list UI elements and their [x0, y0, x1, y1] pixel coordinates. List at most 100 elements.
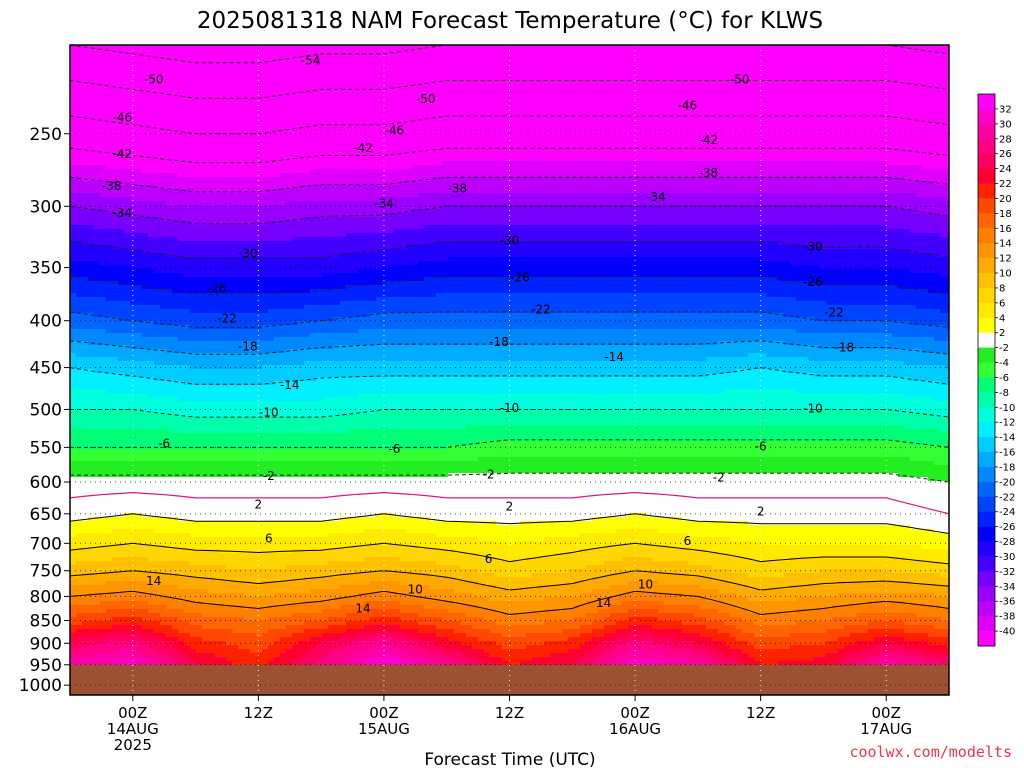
temperature-cell: [124, 77, 131, 82]
temperature-cell: [178, 589, 185, 594]
temperature-cell: [178, 577, 185, 582]
temperature-cell: [100, 85, 107, 90]
temperature-cell: [172, 633, 179, 638]
temperature-cell: [136, 513, 143, 518]
temperature-cell: [166, 385, 173, 390]
temperature-cell: [118, 109, 125, 114]
temperature-cell: [172, 45, 179, 50]
temperature-cell: [190, 129, 197, 134]
temperature-cell: [172, 225, 179, 230]
temperature-cell: [208, 269, 215, 274]
temperature-cell: [124, 441, 131, 446]
temperature-cell: [208, 65, 215, 70]
temperature-cell: [184, 193, 191, 198]
temperature-cell: [94, 109, 101, 114]
temperature-cell: [226, 277, 233, 282]
temperature-cell: [220, 377, 227, 382]
temperature-cell: [232, 501, 239, 506]
temperature-cell: [136, 409, 143, 414]
temperature-cell: [142, 85, 149, 90]
temperature-cell: [106, 569, 113, 574]
temperature-cell: [160, 285, 167, 290]
temperature-cell: [142, 481, 149, 486]
temperature-cell: [160, 65, 167, 70]
temperature-cell: [244, 177, 251, 182]
temperature-cell: [202, 77, 209, 82]
temperature-cell: [250, 321, 257, 326]
temperature-cell: [172, 245, 179, 250]
temperature-cell: [238, 433, 245, 438]
temperature-cell: [76, 621, 83, 626]
temperature-cell: [100, 493, 107, 498]
temperature-cell: [106, 601, 113, 606]
temperature-cell: [250, 57, 257, 62]
temperature-cell: [70, 57, 77, 62]
temperature-cell: [238, 129, 245, 134]
temperature-cell: [154, 657, 161, 662]
temperature-cell: [130, 113, 137, 118]
temperature-cell: [82, 185, 89, 190]
temperature-cell: [184, 229, 191, 234]
temperature-cell: [214, 497, 221, 502]
temperature-cell: [214, 117, 221, 122]
temperature-cell: [220, 605, 227, 610]
temperature-cell: [124, 561, 131, 566]
temperature-cell: [172, 149, 179, 154]
temperature-cell: [112, 369, 119, 374]
temperature-cell: [88, 349, 95, 354]
temperature-cell: [112, 205, 119, 210]
temperature-cell: [166, 273, 173, 278]
temperature-cell: [118, 277, 125, 282]
temperature-cell: [106, 537, 113, 542]
temperature-cell: [232, 317, 239, 322]
temperature-cell: [130, 437, 137, 442]
temperature-cell: [160, 461, 167, 466]
temperature-cell: [190, 297, 197, 302]
temperature-cell: [244, 117, 251, 122]
temperature-cell: [76, 617, 83, 622]
temperature-cell: [82, 597, 89, 602]
temperature-cell: [232, 625, 239, 630]
temperature-cell: [100, 197, 107, 202]
temperature-cell: [106, 469, 113, 474]
temperature-cell: [94, 513, 101, 518]
temperature-cell: [76, 201, 83, 206]
temperature-cell: [88, 361, 95, 366]
temperature-cell: [136, 105, 143, 110]
temperature-cell: [178, 317, 185, 322]
temperature-cell: [190, 517, 197, 522]
temperature-cell: [220, 517, 227, 522]
temperature-cell: [172, 101, 179, 106]
temperature-cell: [94, 385, 101, 390]
temperature-cell: [130, 173, 137, 178]
temperature-cell: [148, 197, 155, 202]
temperature-cell: [178, 481, 185, 486]
temperature-cell: [208, 89, 215, 94]
temperature-cell: [202, 65, 209, 70]
temperature-cell: [202, 421, 209, 426]
temperature-cell: [112, 441, 119, 446]
temperature-cell: [166, 345, 173, 350]
temperature-cell: [220, 201, 227, 206]
temperature-cell: [166, 129, 173, 134]
temperature-cell: [88, 381, 95, 386]
temperature-cell: [124, 421, 131, 426]
temperature-cell: [208, 401, 215, 406]
temperature-cell: [178, 313, 185, 318]
temperature-cell: [70, 89, 77, 94]
temperature-cell: [172, 181, 179, 186]
temperature-cell: [226, 501, 233, 506]
temperature-cell: [142, 305, 149, 310]
temperature-cell: [106, 393, 113, 398]
temperature-cell: [244, 477, 251, 482]
temperature-cell: [208, 369, 215, 374]
temperature-cell: [226, 369, 233, 374]
temperature-cell: [238, 525, 245, 530]
temperature-cell: [214, 345, 221, 350]
temperature-cell: [130, 601, 137, 606]
temperature-cell: [124, 341, 131, 346]
temperature-cell: [238, 333, 245, 338]
temperature-cell: [172, 61, 179, 66]
temperature-cell: [220, 425, 227, 430]
temperature-cell: [100, 57, 107, 62]
